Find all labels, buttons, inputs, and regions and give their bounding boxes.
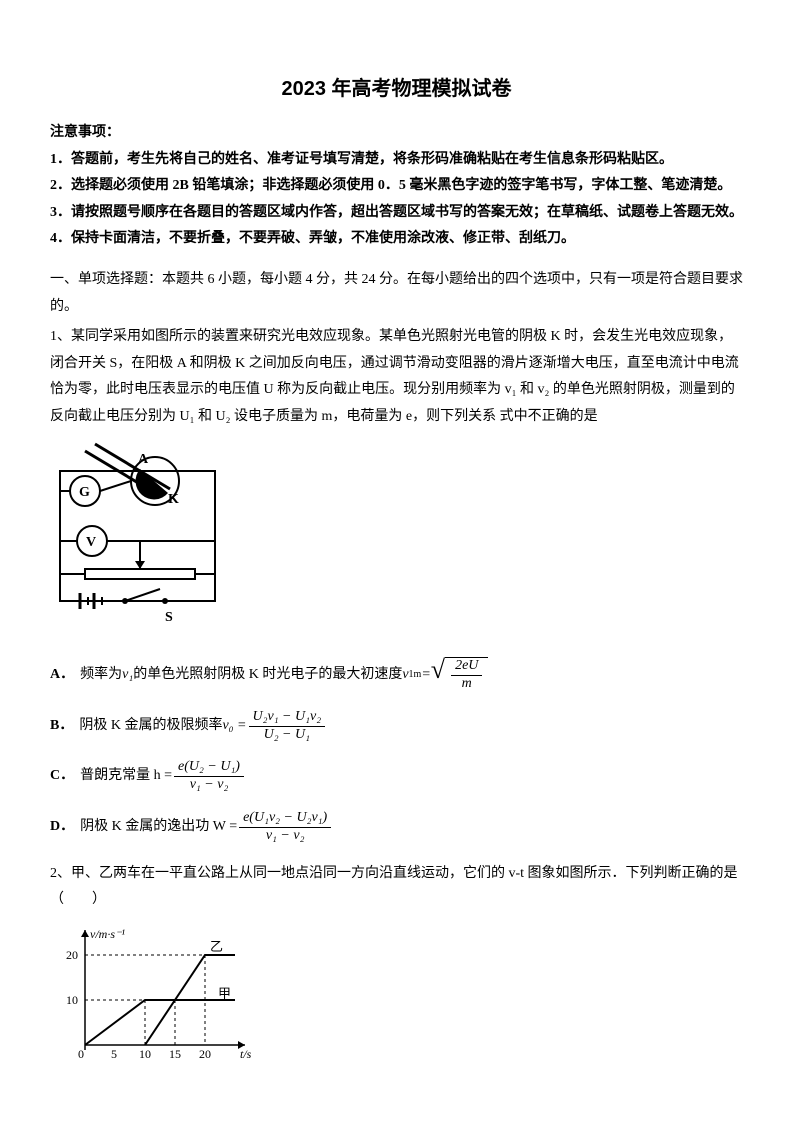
option-c-pre: 普朗克常量 h = [80,763,172,790]
circuit-figure: A K G V S [50,441,743,642]
notice-1: 1．答题前，考生先将自己的姓名、准考证号填写清楚，将条形码准确粘贴在考生信息条形… [50,147,743,174]
label-jia: 甲 [218,986,231,1001]
option-d: D． 阴极 K 金属的逸出功 W = e(U₁v₂ − U₂v₁) v₁ − v… [50,810,743,845]
y-axis-label: v/m·s⁻¹ [90,927,125,941]
option-a: A． 频率为 v₁ 的单色光照射阴极 K 时光电子的最大初速度 v1m = √ … [50,657,743,693]
xtick-5: 5 [111,1047,117,1061]
label-s: S [165,610,173,625]
xtick-15: 15 [169,1047,181,1061]
label-k: K [168,492,179,507]
option-c-label: C． [50,763,74,790]
question-2-text: 2、甲、乙两车在一平直公路上从同一地点沿同一方向沿直线运动，它们的 v-t 图象… [50,861,743,914]
page-title: 2023 年高考物理模拟试卷 [50,70,743,108]
ytick-10: 10 [66,993,78,1007]
option-a-mid: 的单色光照射阴极 K 时光电子的最大初速度 [133,662,402,689]
notice-2: 2．选择题必须使用 2B 铅笔填涂；非选择题必须使用 0．5 毫米黑色字迹的签字… [50,173,743,200]
option-b-pre: 阴极 K 金属的极限频率 [79,713,222,740]
option-a-eq: = [421,662,430,689]
option-c-frac: e(U₂ − U₁) v₁ − v₂ [174,759,244,794]
section-1-heading: 一、单项选择题：本题共 6 小题，每小题 4 分，共 24 分。在每小题给出的四… [50,267,743,320]
label-v: V [86,535,96,550]
label-yi: 乙 [210,939,223,954]
notice-3: 3．请按照题号顺序在各题目的答题区域内作答，超出答题区域书写的答案无效；在草稿纸… [50,200,743,227]
option-a-label: A． [50,662,74,689]
option-d-pre: 阴极 K 金属的逸出功 W = [80,814,237,841]
option-b: B． 阴极 K 金属的极限频率 v₀ = U₂v₁ − U₁v₂ U₂ − U₁ [50,709,743,744]
option-b-frac: U₂v₁ − U₁v₂ U₂ − U₁ [249,709,326,744]
notice-heading: 注意事项： [50,120,743,147]
label-g: G [79,485,90,500]
x-axis-label: t/s [240,1047,252,1061]
option-c: C． 普朗克常量 h = e(U₂ − U₁) v₁ − v₂ [50,759,743,794]
notice-4: 4．保持卡面清洁，不要折叠，不要弄破、弄皱，不准使用涂改液、修正带、刮纸刀。 [50,226,743,253]
ytick-20: 20 [66,948,78,962]
option-b-label: B． [50,713,73,740]
xtick-10: 10 [139,1047,151,1061]
vt-graph: v/m·s⁻¹ t/s 10 20 5 10 15 20 0 甲 乙 [50,920,743,1081]
sqrt-icon: √ 2eU m [431,657,489,693]
xtick-20: 20 [199,1047,211,1061]
question-1-text: 1、某同学采用如图所示的装置来研究光电效应现象。某单色光照射光电管的阴极 K 时… [50,324,743,430]
option-d-label: D． [50,814,74,841]
option-a-pre: 频率为 [80,662,122,689]
option-b-v0: v₀ = [222,713,246,740]
option-d-frac: e(U₁v₂ − U₂v₁) v₁ − v₂ [239,810,331,845]
origin-label: 0 [78,1047,84,1061]
option-a-v1: v₁ [122,662,133,689]
label-a: A [138,452,149,467]
